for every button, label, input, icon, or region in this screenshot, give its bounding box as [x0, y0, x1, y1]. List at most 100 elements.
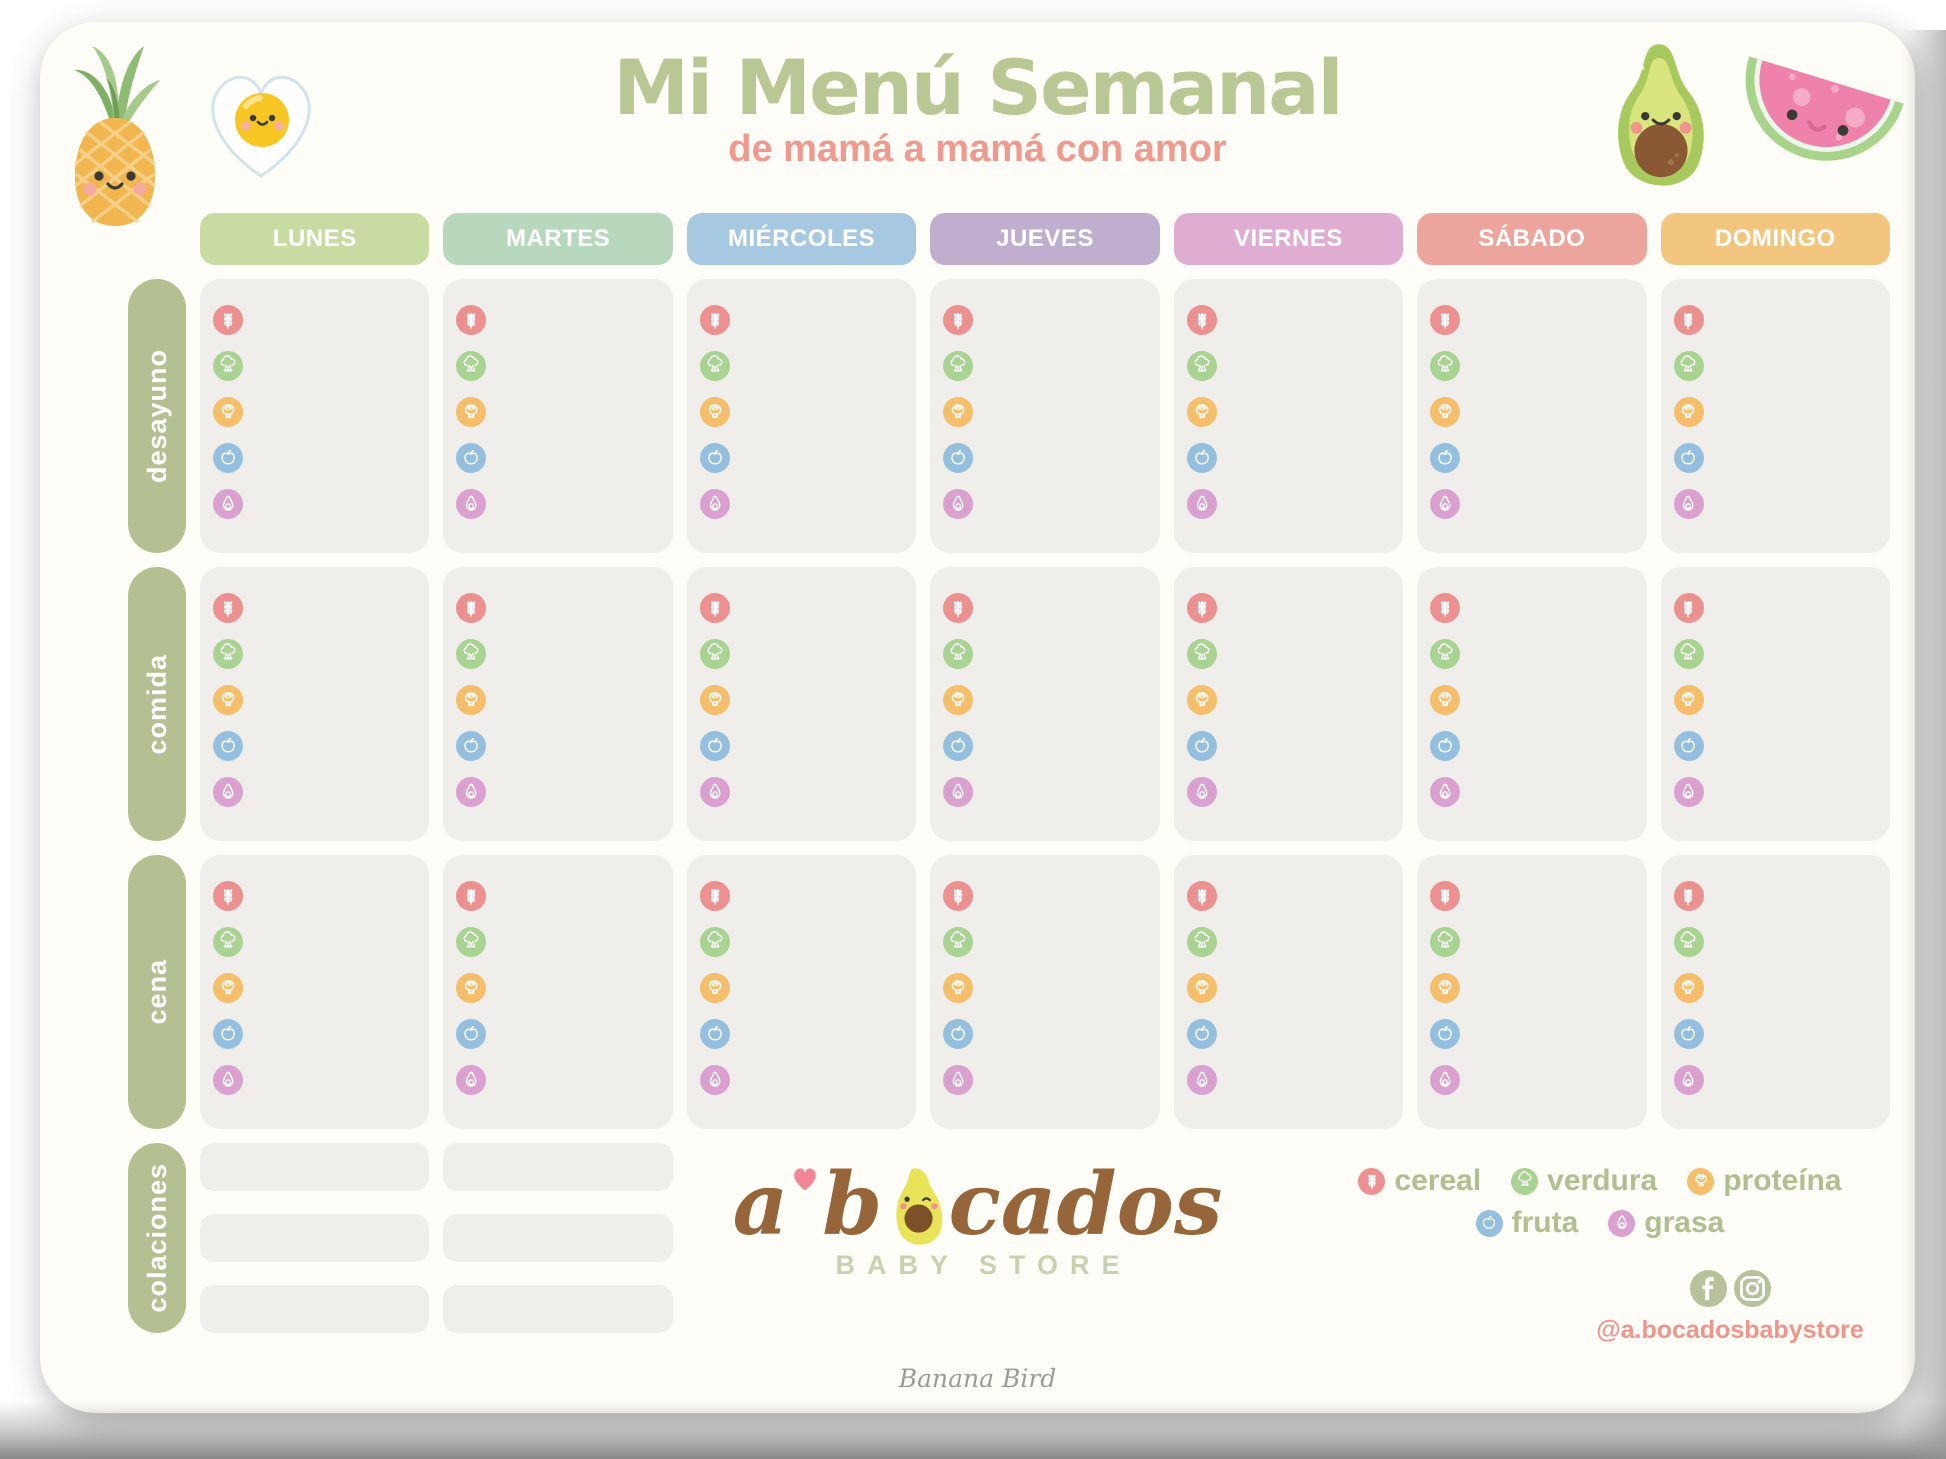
row-label-desayuno: desayuno — [128, 279, 186, 553]
day-header-sabado: SÁBADO — [1417, 213, 1647, 265]
apple-icon — [1430, 731, 1461, 761]
food-icon-column — [930, 855, 1159, 1095]
menu-cell-comida-jueves[interactable] — [930, 567, 1160, 841]
page-title: Mi Menú Semanal — [613, 43, 1343, 132]
row-label-text: cena — [141, 959, 172, 1025]
apple-icon — [699, 1019, 730, 1049]
wheat-icon — [1186, 881, 1217, 911]
menu-cell-cena-jueves[interactable] — [930, 855, 1160, 1129]
menu-cell-cena-domingo[interactable] — [1660, 855, 1890, 1129]
apple-icon — [456, 1019, 487, 1049]
apple-icon — [1430, 1019, 1461, 1049]
avocado-icon — [1186, 777, 1217, 807]
food-icon-column — [930, 279, 1159, 519]
apple-icon — [943, 443, 974, 473]
meat-icon — [943, 397, 974, 427]
broccoli-icon — [213, 351, 243, 381]
broccoli-icon — [1673, 351, 1704, 381]
apple-icon — [1430, 443, 1461, 473]
menu-cell-desayuno-martes[interactable] — [443, 279, 673, 553]
legend-row: cereal verdura proteína — [1320, 1164, 1880, 1198]
snack-line[interactable] — [443, 1143, 673, 1191]
snack-line[interactable] — [443, 1214, 673, 1262]
menu-cell-desayuno-jueves[interactable] — [930, 279, 1160, 553]
menu-cell-cena-viernes[interactable] — [1173, 855, 1404, 1129]
snack-column-martes — [443, 1143, 673, 1333]
snack-line[interactable] — [443, 1285, 673, 1333]
wheat-icon — [699, 881, 730, 911]
menu-cell-comida-viernes[interactable] — [1173, 567, 1404, 841]
meat-icon — [1673, 685, 1704, 715]
menu-cell-cena-sabado[interactable] — [1417, 855, 1647, 1129]
menu-cell-desayuno-sabado[interactable] — [1417, 279, 1647, 553]
menu-cell-comida-domingo[interactable] — [1660, 567, 1890, 841]
broccoli-icon — [213, 639, 243, 669]
menu-cell-cena-miercoles[interactable] — [686, 855, 917, 1129]
broccoli-icon — [1430, 927, 1461, 957]
avocado-icon — [456, 1065, 487, 1095]
menu-cell-desayuno-miercoles[interactable] — [686, 279, 917, 553]
menu-cell-cena-lunes[interactable] — [200, 855, 430, 1129]
legend-label: cereal — [1394, 1164, 1482, 1197]
menu-cell-comida-martes[interactable] — [443, 567, 673, 841]
row-label-colaciones: colaciones — [128, 1143, 186, 1333]
apple-icon — [1186, 443, 1217, 473]
food-icon-column — [687, 855, 916, 1095]
meat-icon — [699, 397, 730, 427]
snack-column-lunes — [200, 1143, 430, 1333]
food-icon-column — [1417, 279, 1646, 519]
apple-icon — [1673, 443, 1704, 473]
menu-cell-cena-martes[interactable] — [443, 855, 673, 1129]
wheat-icon — [456, 305, 487, 335]
food-icon-column — [443, 279, 672, 519]
meat-icon — [943, 685, 974, 715]
row-label-cena: cena — [128, 855, 186, 1129]
food-icon-column — [443, 567, 672, 807]
wheat-icon — [1673, 305, 1704, 335]
menu-cell-comida-miercoles[interactable] — [686, 567, 917, 841]
food-icon-column — [687, 279, 916, 519]
brand-logo-script: a b cados — [528, 1162, 1428, 1248]
broccoli-icon — [699, 927, 730, 957]
meat-icon — [1673, 973, 1704, 1003]
snack-line[interactable] — [200, 1143, 430, 1191]
day-header-martes: MARTES — [443, 213, 673, 265]
meat-icon — [943, 973, 974, 1003]
wheat-icon — [456, 593, 487, 623]
apple-icon — [1673, 731, 1704, 761]
wheat-icon — [1358, 1167, 1386, 1195]
menu-cell-desayuno-viernes[interactable] — [1173, 279, 1404, 553]
wheat-icon — [699, 593, 730, 623]
broccoli-icon — [943, 639, 974, 669]
wheat-icon — [699, 305, 730, 335]
avocado-icon — [1673, 777, 1704, 807]
menu-cell-desayuno-domingo[interactable] — [1660, 279, 1890, 553]
snack-line[interactable] — [200, 1214, 430, 1262]
avocado-icon — [1673, 489, 1704, 519]
food-icon-column — [1661, 567, 1890, 807]
meat-icon — [456, 685, 487, 715]
apple-icon — [1186, 1019, 1217, 1049]
credit-text: Banana Bird — [898, 1364, 1057, 1393]
avocado-icon — [1430, 489, 1461, 519]
snack-line[interactable] — [200, 1285, 430, 1333]
row-label-comida: comida — [128, 567, 186, 841]
title-block: Mi Menú Semanal de mamá a mamá con amor — [40, 48, 1915, 171]
social-handle: @a.bocadosbabystore — [1596, 1316, 1864, 1344]
menu-cell-comida-sabado[interactable] — [1417, 567, 1647, 841]
meat-icon — [213, 973, 243, 1003]
photo-edge-bottom — [0, 1401, 1946, 1459]
broccoli-icon — [943, 927, 974, 957]
apple-icon — [1475, 1209, 1503, 1237]
food-icon-column — [930, 567, 1159, 807]
menu-cell-desayuno-lunes[interactable] — [200, 279, 430, 553]
heart-icon — [794, 1168, 817, 1191]
food-icon-column — [687, 567, 916, 807]
meat-icon — [213, 397, 243, 427]
legend-item-cereal: cereal — [1358, 1164, 1481, 1198]
broccoli-icon — [1186, 351, 1217, 381]
menu-cell-comida-lunes[interactable] — [200, 567, 430, 841]
apple-icon — [456, 731, 487, 761]
broccoli-icon — [213, 927, 243, 957]
avocado-icon — [943, 1065, 974, 1095]
